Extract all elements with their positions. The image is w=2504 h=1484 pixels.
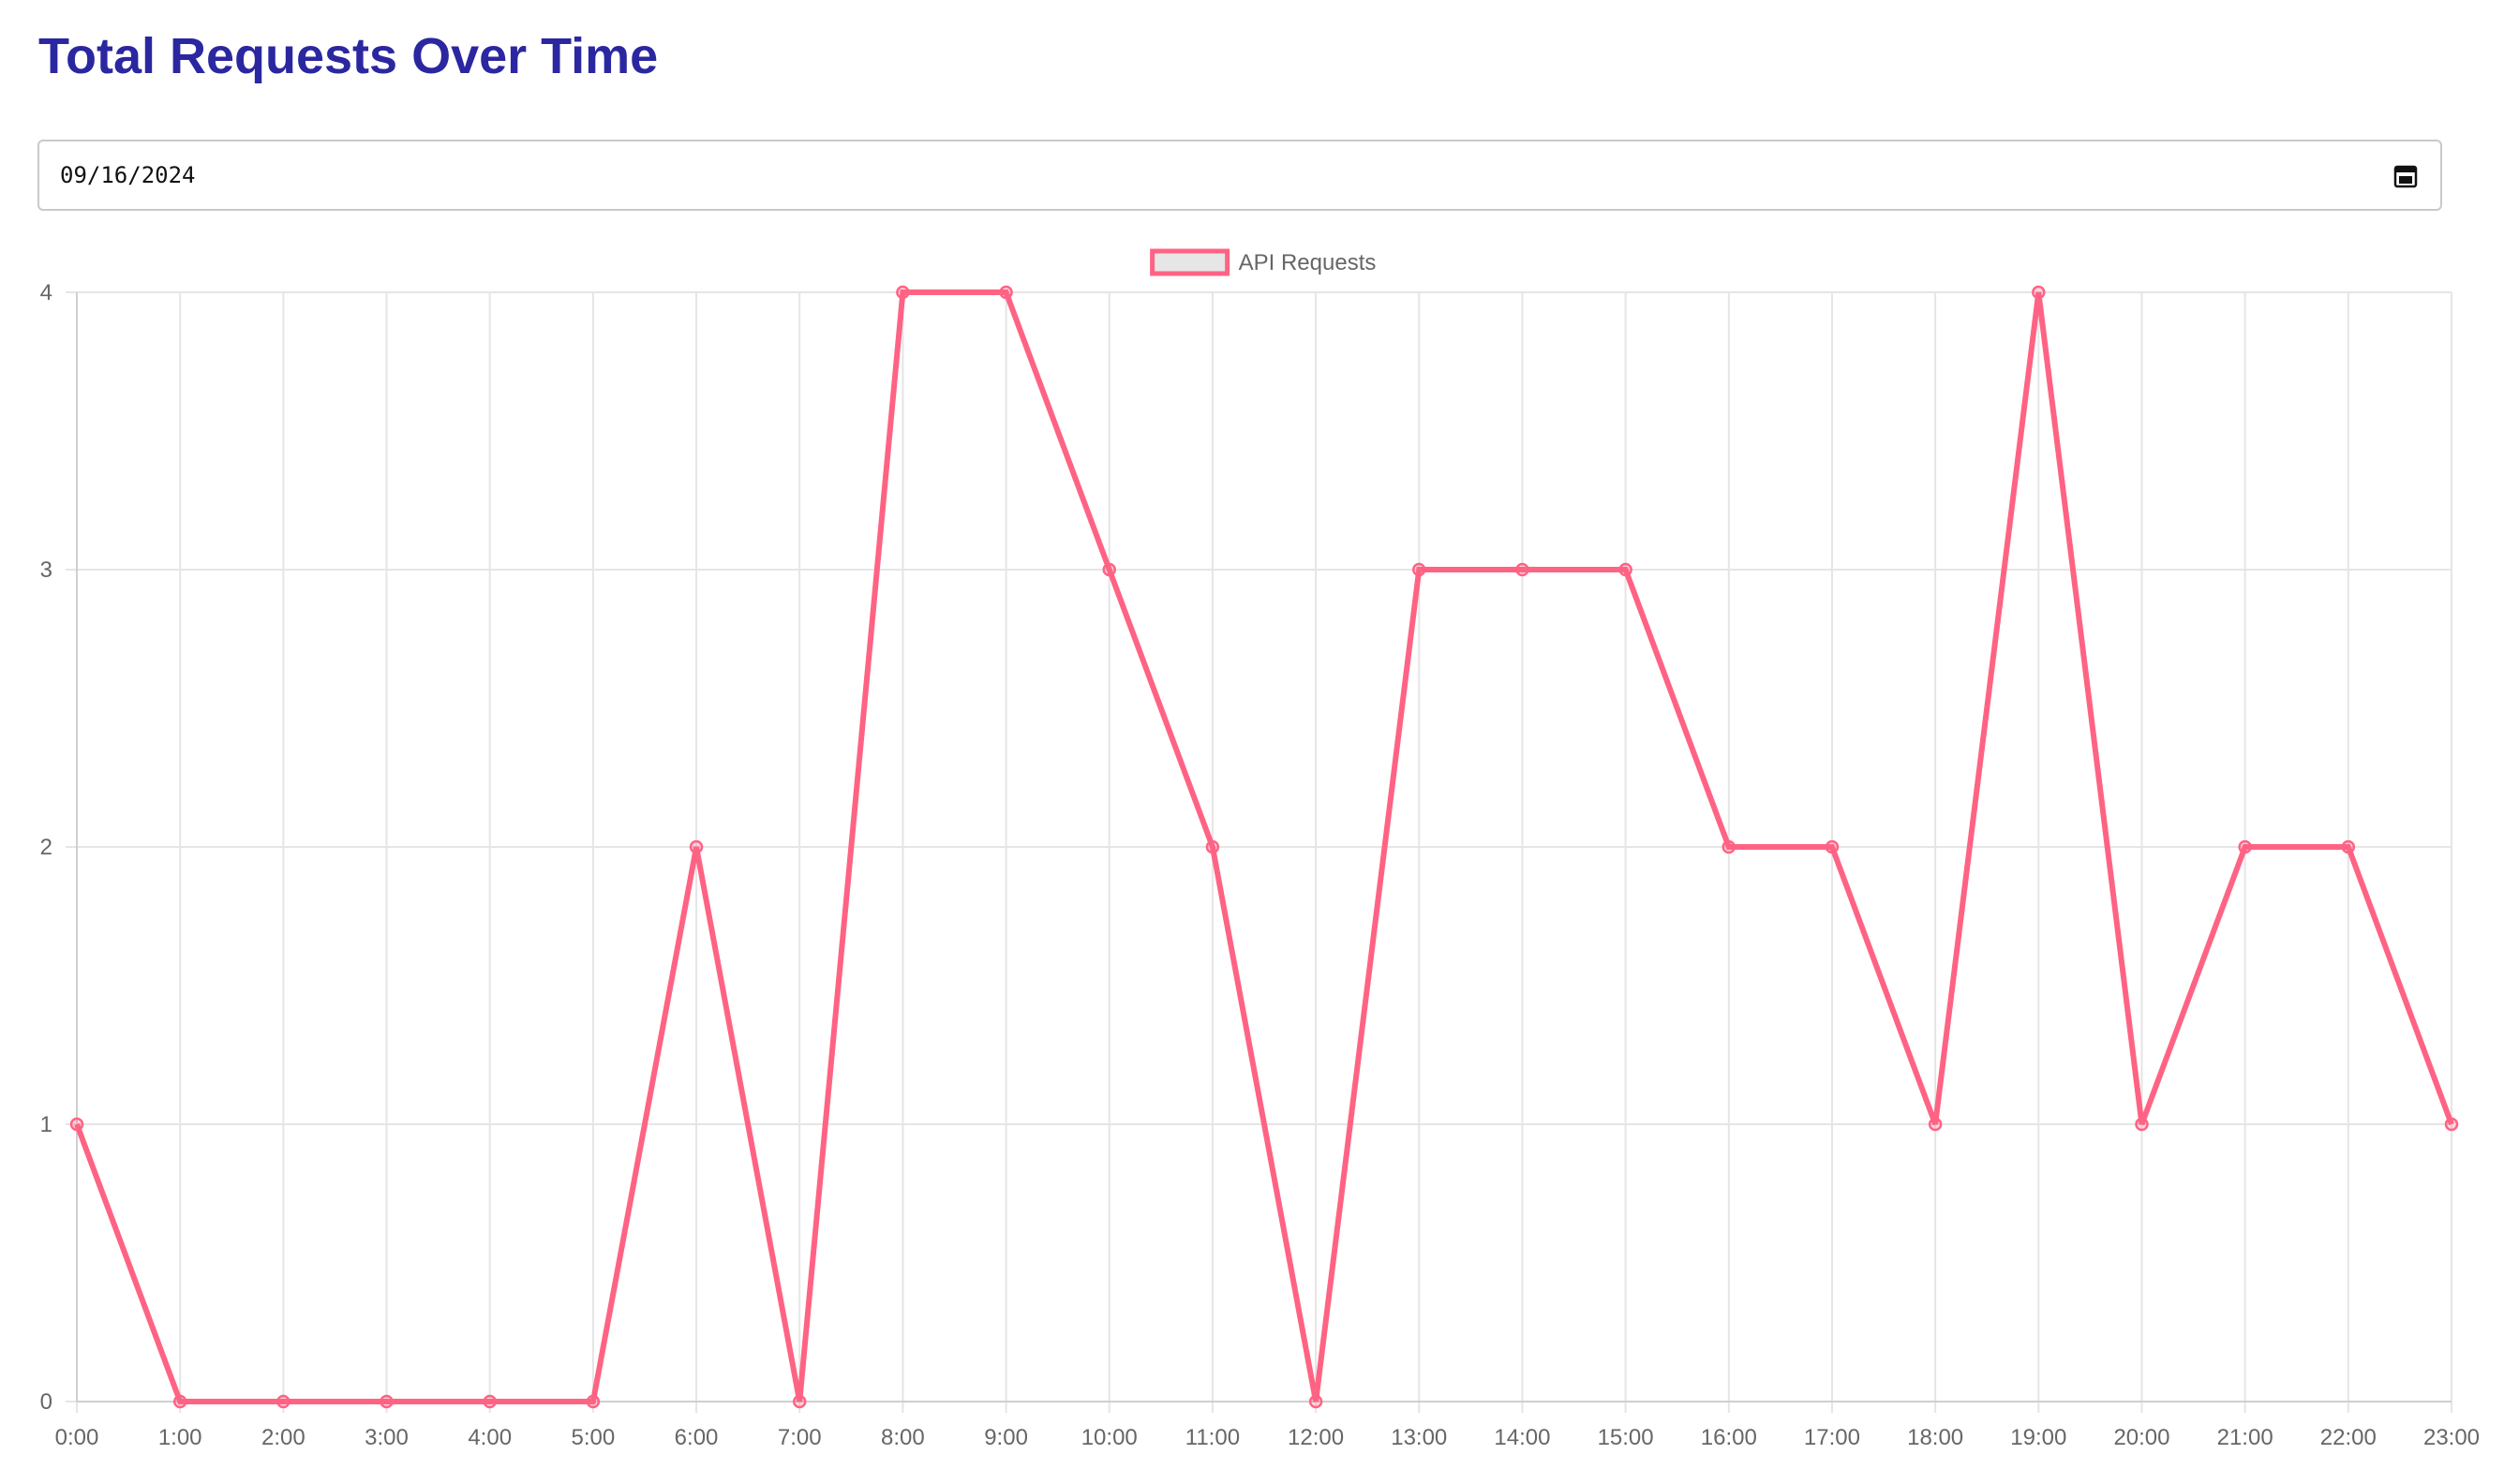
data-point	[2341, 839, 2356, 854]
data-point	[276, 1394, 291, 1409]
data-point	[2238, 839, 2252, 854]
data-point	[999, 285, 1013, 300]
y-tick-label: 1	[40, 1112, 52, 1137]
x-tick-label: 12:00	[1288, 1425, 1344, 1450]
data-point	[1825, 839, 1840, 854]
x-tick-label: 22:00	[2320, 1425, 2377, 1450]
data-point	[1928, 1117, 1943, 1132]
chart-legend[interactable]: API Requests	[1150, 248, 1377, 276]
x-tick-label: 3:00	[365, 1425, 409, 1450]
line-chart: 0 1 2 3 4 0:00 1:00 2:00 3:00 4:00 5:00 6:00 7:00 8:…	[40, 248, 2480, 1450]
x-tick-label: 20:00	[2113, 1425, 2169, 1450]
data-point	[1412, 562, 1426, 577]
data-point	[1618, 562, 1632, 577]
data-point	[1515, 562, 1529, 577]
y-tick-label: 3	[40, 557, 52, 583]
data-point	[69, 1117, 84, 1132]
x-tick-label: 7:00	[778, 1425, 822, 1450]
x-tick-label: 18:00	[1907, 1425, 1963, 1450]
x-tick-label: 8:00	[881, 1425, 925, 1450]
x-tick-label: 0:00	[55, 1425, 99, 1450]
page-title: Total Requests Over Time	[38, 28, 659, 84]
x-tick-label: 4:00	[468, 1425, 512, 1450]
x-tick-label: 21:00	[2217, 1425, 2273, 1450]
data-point	[1722, 839, 1736, 854]
x-tick-label: 15:00	[1598, 1425, 1654, 1450]
y-axis-ticks: 0 1 2 3 4	[40, 280, 52, 1415]
data-point	[172, 1394, 187, 1409]
x-tick-label: 1:00	[158, 1425, 202, 1450]
x-tick-label: 14:00	[1494, 1425, 1550, 1450]
x-tick-label: 5:00	[572, 1425, 616, 1450]
data-point	[792, 1394, 807, 1409]
data-point	[2032, 285, 2046, 300]
x-tick-label: 13:00	[1391, 1425, 1447, 1450]
x-tick-label: 2:00	[261, 1425, 306, 1450]
data-point	[1102, 562, 1116, 577]
x-axis-ticks: 0:00 1:00 2:00 3:00 4:00 5:00 6:00 7:00 8:00 9:00…	[55, 1425, 2480, 1450]
chart-grid	[66, 291, 2452, 1413]
calendar-icon[interactable]	[2393, 164, 2418, 188]
data-point	[896, 285, 910, 300]
x-tick-label: 19:00	[2010, 1425, 2066, 1450]
data-point	[586, 1394, 601, 1409]
date-input[interactable]	[60, 141, 2309, 209]
legend-swatch[interactable]	[1150, 248, 1230, 276]
x-tick-label: 23:00	[2423, 1425, 2480, 1450]
y-tick-label: 0	[40, 1389, 52, 1415]
x-tick-label: 16:00	[1701, 1425, 1757, 1450]
x-tick-label: 11:00	[1185, 1425, 1240, 1450]
legend-label[interactable]: API Requests	[1239, 250, 1377, 275]
data-point	[1205, 839, 1220, 854]
data-point	[483, 1394, 497, 1409]
data-point	[2444, 1117, 2459, 1132]
data-point	[2135, 1117, 2149, 1132]
x-tick-label: 17:00	[1804, 1425, 1860, 1450]
date-picker[interactable]	[37, 140, 2442, 211]
y-tick-label: 2	[40, 835, 52, 860]
data-point	[689, 839, 704, 854]
x-tick-label: 9:00	[984, 1425, 1028, 1450]
y-tick-label: 4	[40, 280, 52, 305]
data-point	[380, 1394, 394, 1409]
data-point	[1308, 1394, 1323, 1409]
series-line-api-requests	[74, 289, 2454, 1404]
x-tick-label: 10:00	[1081, 1425, 1138, 1450]
x-tick-label: 6:00	[675, 1425, 719, 1450]
series-layer	[69, 285, 2459, 1409]
